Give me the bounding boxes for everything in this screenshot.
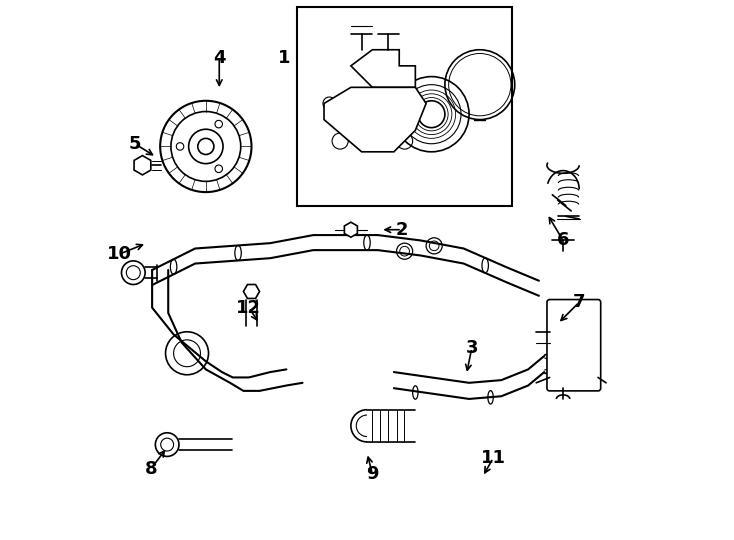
Polygon shape: [134, 156, 150, 175]
Text: 5: 5: [128, 135, 141, 153]
Text: 1: 1: [277, 49, 290, 67]
Text: 10: 10: [107, 245, 132, 263]
Polygon shape: [351, 50, 415, 87]
Text: 12: 12: [236, 299, 261, 316]
FancyBboxPatch shape: [547, 300, 600, 391]
Text: 7: 7: [573, 293, 586, 311]
Text: 11: 11: [481, 449, 506, 467]
Polygon shape: [344, 222, 357, 237]
Text: 9: 9: [366, 465, 379, 483]
Polygon shape: [244, 285, 260, 299]
Text: 3: 3: [465, 339, 478, 357]
Text: 2: 2: [396, 221, 408, 239]
Bar: [297, 7, 512, 206]
Text: 4: 4: [213, 49, 225, 67]
Polygon shape: [324, 87, 426, 152]
Text: 8: 8: [145, 460, 157, 478]
Text: 6: 6: [557, 232, 570, 249]
